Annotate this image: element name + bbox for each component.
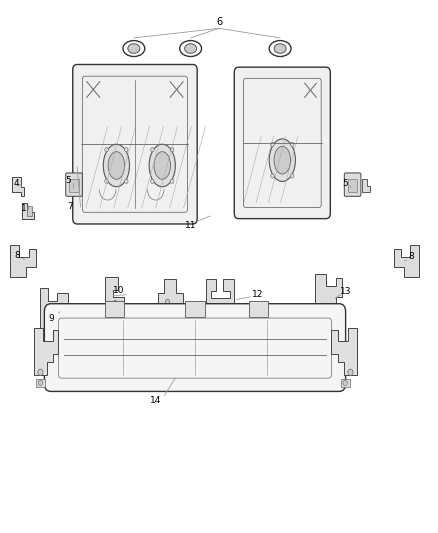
Bar — [341, 378, 350, 387]
Polygon shape — [206, 279, 234, 312]
Text: 8: 8 — [408, 253, 414, 261]
Bar — [249, 301, 268, 317]
Text: 7: 7 — [67, 203, 73, 212]
Ellipse shape — [38, 380, 42, 385]
Text: 9: 9 — [48, 314, 54, 323]
Text: 14: 14 — [150, 396, 161, 405]
Polygon shape — [158, 279, 183, 305]
Ellipse shape — [108, 152, 125, 179]
Ellipse shape — [170, 179, 174, 183]
Ellipse shape — [290, 142, 294, 147]
Bar — [27, 206, 32, 216]
Ellipse shape — [269, 41, 291, 56]
Ellipse shape — [343, 380, 347, 385]
FancyBboxPatch shape — [44, 304, 346, 391]
FancyBboxPatch shape — [234, 67, 330, 219]
Ellipse shape — [128, 44, 140, 53]
Ellipse shape — [166, 299, 170, 304]
Ellipse shape — [348, 369, 353, 375]
Polygon shape — [362, 179, 370, 192]
Ellipse shape — [269, 139, 295, 181]
Ellipse shape — [151, 179, 154, 183]
Ellipse shape — [47, 322, 52, 328]
Ellipse shape — [180, 41, 201, 56]
Polygon shape — [12, 177, 24, 196]
Ellipse shape — [38, 369, 43, 375]
Bar — [105, 301, 124, 317]
Ellipse shape — [113, 301, 117, 306]
Ellipse shape — [274, 147, 290, 174]
Polygon shape — [21, 203, 34, 219]
Ellipse shape — [124, 179, 128, 183]
Ellipse shape — [123, 41, 145, 56]
Ellipse shape — [105, 148, 108, 152]
Polygon shape — [11, 245, 35, 277]
Polygon shape — [40, 288, 68, 330]
Ellipse shape — [105, 179, 108, 183]
Ellipse shape — [271, 174, 274, 178]
Ellipse shape — [184, 44, 197, 53]
Polygon shape — [331, 328, 357, 375]
Polygon shape — [34, 328, 58, 375]
Polygon shape — [394, 245, 419, 277]
FancyBboxPatch shape — [73, 64, 197, 224]
Ellipse shape — [170, 148, 174, 152]
Text: 8: 8 — [14, 252, 20, 260]
Polygon shape — [315, 274, 342, 310]
Ellipse shape — [149, 144, 175, 187]
Text: 11: 11 — [185, 221, 196, 230]
FancyBboxPatch shape — [66, 173, 82, 196]
Bar — [69, 179, 79, 192]
FancyBboxPatch shape — [344, 173, 361, 196]
Text: 5: 5 — [66, 176, 71, 185]
Text: 4: 4 — [14, 179, 19, 188]
Ellipse shape — [319, 305, 324, 310]
Ellipse shape — [124, 148, 128, 152]
Ellipse shape — [151, 148, 154, 152]
Ellipse shape — [103, 144, 130, 187]
Text: 5: 5 — [343, 179, 349, 188]
Bar — [36, 378, 45, 387]
Text: 1: 1 — [21, 204, 26, 213]
Text: 13: 13 — [340, 287, 351, 296]
Ellipse shape — [218, 306, 222, 311]
Text: 12: 12 — [252, 289, 263, 298]
Ellipse shape — [274, 44, 286, 53]
Ellipse shape — [271, 142, 274, 147]
Ellipse shape — [290, 174, 294, 178]
Ellipse shape — [154, 152, 170, 179]
Text: 10: 10 — [113, 286, 124, 295]
Polygon shape — [106, 277, 124, 306]
Bar — [348, 179, 357, 192]
Bar — [185, 301, 205, 317]
Text: 6: 6 — [216, 17, 222, 27]
